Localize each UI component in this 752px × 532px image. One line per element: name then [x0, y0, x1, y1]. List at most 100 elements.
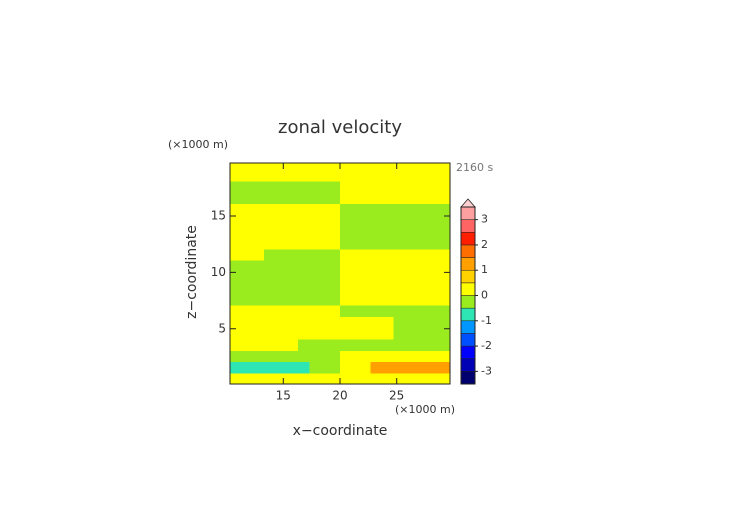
- contour-cell: [230, 271, 242, 284]
- contour-cell: [393, 282, 406, 295]
- contour-cell: [252, 316, 265, 329]
- contour-cell: [381, 203, 394, 216]
- contour-cell: [438, 282, 451, 295]
- contour-cell: [286, 372, 299, 385]
- contour-cell: [298, 203, 310, 216]
- contour-cell: [275, 372, 288, 385]
- contour-cell: [438, 259, 451, 272]
- contour-cell: [427, 293, 440, 306]
- contour-cell: [427, 338, 440, 351]
- contour-cell: [381, 163, 394, 171]
- contour-cell: [230, 282, 242, 295]
- contour-cell: [393, 226, 406, 239]
- contour-cell: [275, 248, 288, 261]
- contour-cell: [298, 372, 310, 385]
- contour-cell: [438, 169, 451, 182]
- contour-cell: [320, 181, 333, 193]
- contour-cell: [381, 226, 394, 239]
- contour-cell: [427, 237, 440, 250]
- contour-cell: [275, 226, 288, 239]
- contour-cell: [404, 372, 417, 385]
- contour-cell: [393, 192, 406, 205]
- contour-cell: [320, 361, 333, 374]
- contour-cell: [241, 169, 254, 182]
- contour-cell: [427, 282, 440, 295]
- contour-cell: [415, 282, 428, 295]
- contour-cell: [359, 327, 372, 340]
- contour-cell: [320, 226, 333, 239]
- contour-cell: [320, 282, 333, 295]
- contour-cell: [332, 237, 341, 250]
- contour-cell: [286, 361, 299, 374]
- contour-cell: [309, 226, 322, 239]
- contour-cell: [320, 237, 333, 250]
- contour-cell: [359, 282, 372, 295]
- contour-cell: [230, 372, 242, 385]
- contour-cell: [427, 372, 440, 385]
- contour-cell: [241, 163, 254, 171]
- contour-cell: [309, 181, 322, 193]
- contour-cell: [332, 192, 341, 205]
- contour-cell: [286, 282, 299, 295]
- contour-cell: [347, 338, 360, 351]
- contour-cell: [359, 305, 372, 317]
- contour-cell: [381, 293, 394, 306]
- contour-cell: [415, 361, 428, 374]
- contour-cell: [359, 271, 372, 284]
- contour-cell: [230, 316, 242, 329]
- contour-cell: [381, 271, 394, 284]
- contour-cell: [393, 316, 406, 329]
- colorbar-extend: [460, 198, 476, 208]
- x-axis-label: x−coordinate: [293, 423, 388, 439]
- contour-cell: [309, 203, 322, 216]
- y-unit: (×1000 m): [168, 138, 228, 151]
- contour-cell: [347, 361, 360, 374]
- contour-cell: [438, 181, 451, 193]
- contour-cell: [298, 282, 310, 295]
- contour-cell: [340, 163, 349, 171]
- contour-cell: [404, 259, 417, 272]
- contour-cell: [427, 181, 440, 193]
- contour-cell: [264, 203, 276, 216]
- contour-cell: [275, 271, 288, 284]
- contour-cell: [427, 214, 440, 227]
- contour-cell: [252, 361, 265, 374]
- contour-cell: [415, 316, 428, 329]
- contour-cell: [264, 282, 276, 295]
- contour-cell: [393, 203, 406, 216]
- contour-cell: [415, 163, 428, 171]
- contour-cell: [404, 271, 417, 284]
- contour-cell: [275, 327, 288, 340]
- contour-cell: [427, 271, 440, 284]
- contour-cell: [359, 203, 372, 216]
- contour-cell: [241, 203, 254, 216]
- contour-cell: [241, 282, 254, 295]
- contour-cell: [286, 305, 299, 317]
- contour-cell: [347, 372, 360, 385]
- contour-cell: [264, 361, 276, 374]
- contour-cell: [404, 203, 417, 216]
- contour-cell: [332, 226, 341, 239]
- contour-cell: [332, 305, 341, 317]
- contour-cell: [275, 181, 288, 193]
- contour-cell: [393, 214, 406, 227]
- contour-cell: [264, 169, 276, 182]
- contour-cell: [275, 169, 288, 182]
- contour-cell: [298, 237, 310, 250]
- contour-cell: [340, 271, 349, 284]
- contour-cell: [370, 169, 383, 182]
- contour-cell: [264, 305, 276, 317]
- contour-cell: [230, 169, 242, 182]
- contour-cell: [252, 203, 265, 216]
- contour-cell: [230, 237, 242, 250]
- contour-cell: [359, 338, 372, 351]
- contour-cell: [340, 327, 349, 340]
- contour-cell: [309, 282, 322, 295]
- contour-cell: [347, 237, 360, 250]
- contour-cell: [370, 316, 383, 329]
- contour-cell: [286, 226, 299, 239]
- contour-cell: [275, 305, 288, 317]
- contour-cell: [241, 248, 254, 261]
- contour-cell: [298, 163, 310, 171]
- contour-cell: [264, 214, 276, 227]
